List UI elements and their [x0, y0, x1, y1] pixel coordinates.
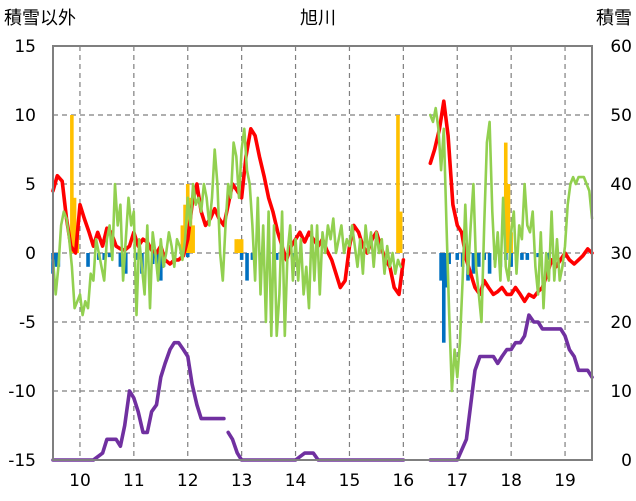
y-axis-right-label: 積雪 [596, 8, 632, 29]
bar-yellow_bar-1-0 [180, 225, 185, 253]
bar-yellow_bar-4-1 [506, 184, 511, 253]
bar-yellow_bar-2-1 [237, 239, 241, 253]
x-tick-label: 10 [69, 471, 91, 491]
chart-title: 旭川 [300, 8, 336, 29]
bar-blue_bar-5-19 [250, 253, 255, 260]
bar-blue_bar-5-22 [274, 253, 279, 260]
y-axis-left-ticks: 15 10 5 0 -5 -10 -15 [8, 37, 36, 471]
bar-blue_bar-5-36 [487, 253, 492, 274]
bar-blue_bar-5-16 [185, 253, 190, 258]
y-left-tick-label: 0 [25, 244, 36, 264]
bar-blue_bar-5-6 [107, 253, 112, 258]
series-purple-segment-1 [226, 430, 406, 462]
y-right-tick-label: 20 [610, 313, 632, 333]
y-right-tick-label: 40 [610, 175, 632, 195]
bar-yellow_bar-0-1 [72, 197, 77, 253]
y-right-tick-label: 50 [610, 106, 632, 126]
bar-blue_bar-5-34 [477, 253, 481, 267]
y-left-tick-label: -15 [8, 451, 36, 471]
y-right-tick-label: 60 [610, 37, 632, 57]
bar-yellow_bar-3-1 [398, 211, 403, 253]
bar-blue_bar-5-29 [447, 253, 451, 265]
series-red-segment-1 [428, 99, 594, 304]
bar-blue_bar-5-43 [525, 253, 530, 260]
bar-blue_bar-5-33 [471, 253, 476, 274]
series-green-segment-1 [429, 106, 594, 393]
y-axis-right-ticks: 60 50 40 30 20 10 0 [610, 37, 632, 471]
y-right-tick-label: 30 [610, 244, 632, 264]
bar-blue_bar-5-14 [159, 253, 163, 281]
bar-blue_bar-5-17 [239, 253, 244, 260]
bar-blue_bar-5-30 [455, 253, 460, 260]
bar-blue_bar-5-27 [441, 253, 446, 343]
y-right-tick-label: 0 [621, 451, 632, 471]
y-left-tick-label: 5 [25, 175, 36, 195]
x-tick-label: 15 [339, 471, 361, 491]
bar-blue_bar-5-3 [86, 253, 90, 267]
line-series [51, 99, 594, 462]
bar-blue_bar-5-9 [134, 253, 139, 260]
bar-yellow_bar-0-0 [70, 115, 74, 253]
x-tick-label: 13 [231, 471, 253, 491]
bar-blue_bar-5-1 [53, 253, 58, 267]
bar-blue_bar-5-7 [118, 253, 123, 267]
bar-blue_bar-5-26 [439, 253, 443, 281]
y-left-tick-label: -10 [8, 382, 36, 402]
y-left-tick-label: 10 [14, 106, 36, 126]
x-tick-label: 17 [446, 471, 468, 491]
x-tick-label: 18 [500, 471, 522, 491]
x-tick-label: 14 [285, 471, 307, 491]
plot-frame [52, 45, 593, 461]
y-left-tick-label: -5 [19, 313, 36, 333]
y-left-tick-label: 15 [14, 37, 36, 57]
bar-yellow_bar-4-0 [503, 142, 508, 253]
bar-yellow_bar-1-4 [191, 225, 195, 253]
x-tick-label: 11 [123, 471, 145, 491]
bar-blue_bar-5-40 [509, 253, 513, 267]
series-purple-segment-2 [428, 313, 594, 462]
y-axis-left-label: 積雪以外 [4, 8, 76, 29]
bar-yellow_bar-3-0 [396, 115, 400, 253]
x-axis-ticks: 10 11 12 13 14 15 16 17 18 19 [69, 471, 576, 491]
x-tick-label: 16 [393, 471, 415, 491]
bar-blue_bar-5-44 [536, 253, 540, 258]
bar-yellow_bar-2-2 [239, 239, 244, 253]
series-purple-segment-0 [51, 340, 226, 462]
x-tick-label: 12 [177, 471, 199, 491]
bar-yellow_bar-2-0 [234, 239, 239, 253]
series-green-segment-0 [51, 127, 402, 338]
x-tick-label: 19 [554, 471, 576, 491]
bar-blue_bar-5-8 [123, 253, 128, 274]
bar-blue_bar-5-5 [102, 253, 107, 260]
bar-blue_bar-5-18 [245, 253, 249, 281]
bar-blue_bar-5-42 [520, 253, 524, 260]
bar-blue_bar-5-28 [444, 253, 449, 288]
y-right-tick-label: 10 [610, 382, 632, 402]
